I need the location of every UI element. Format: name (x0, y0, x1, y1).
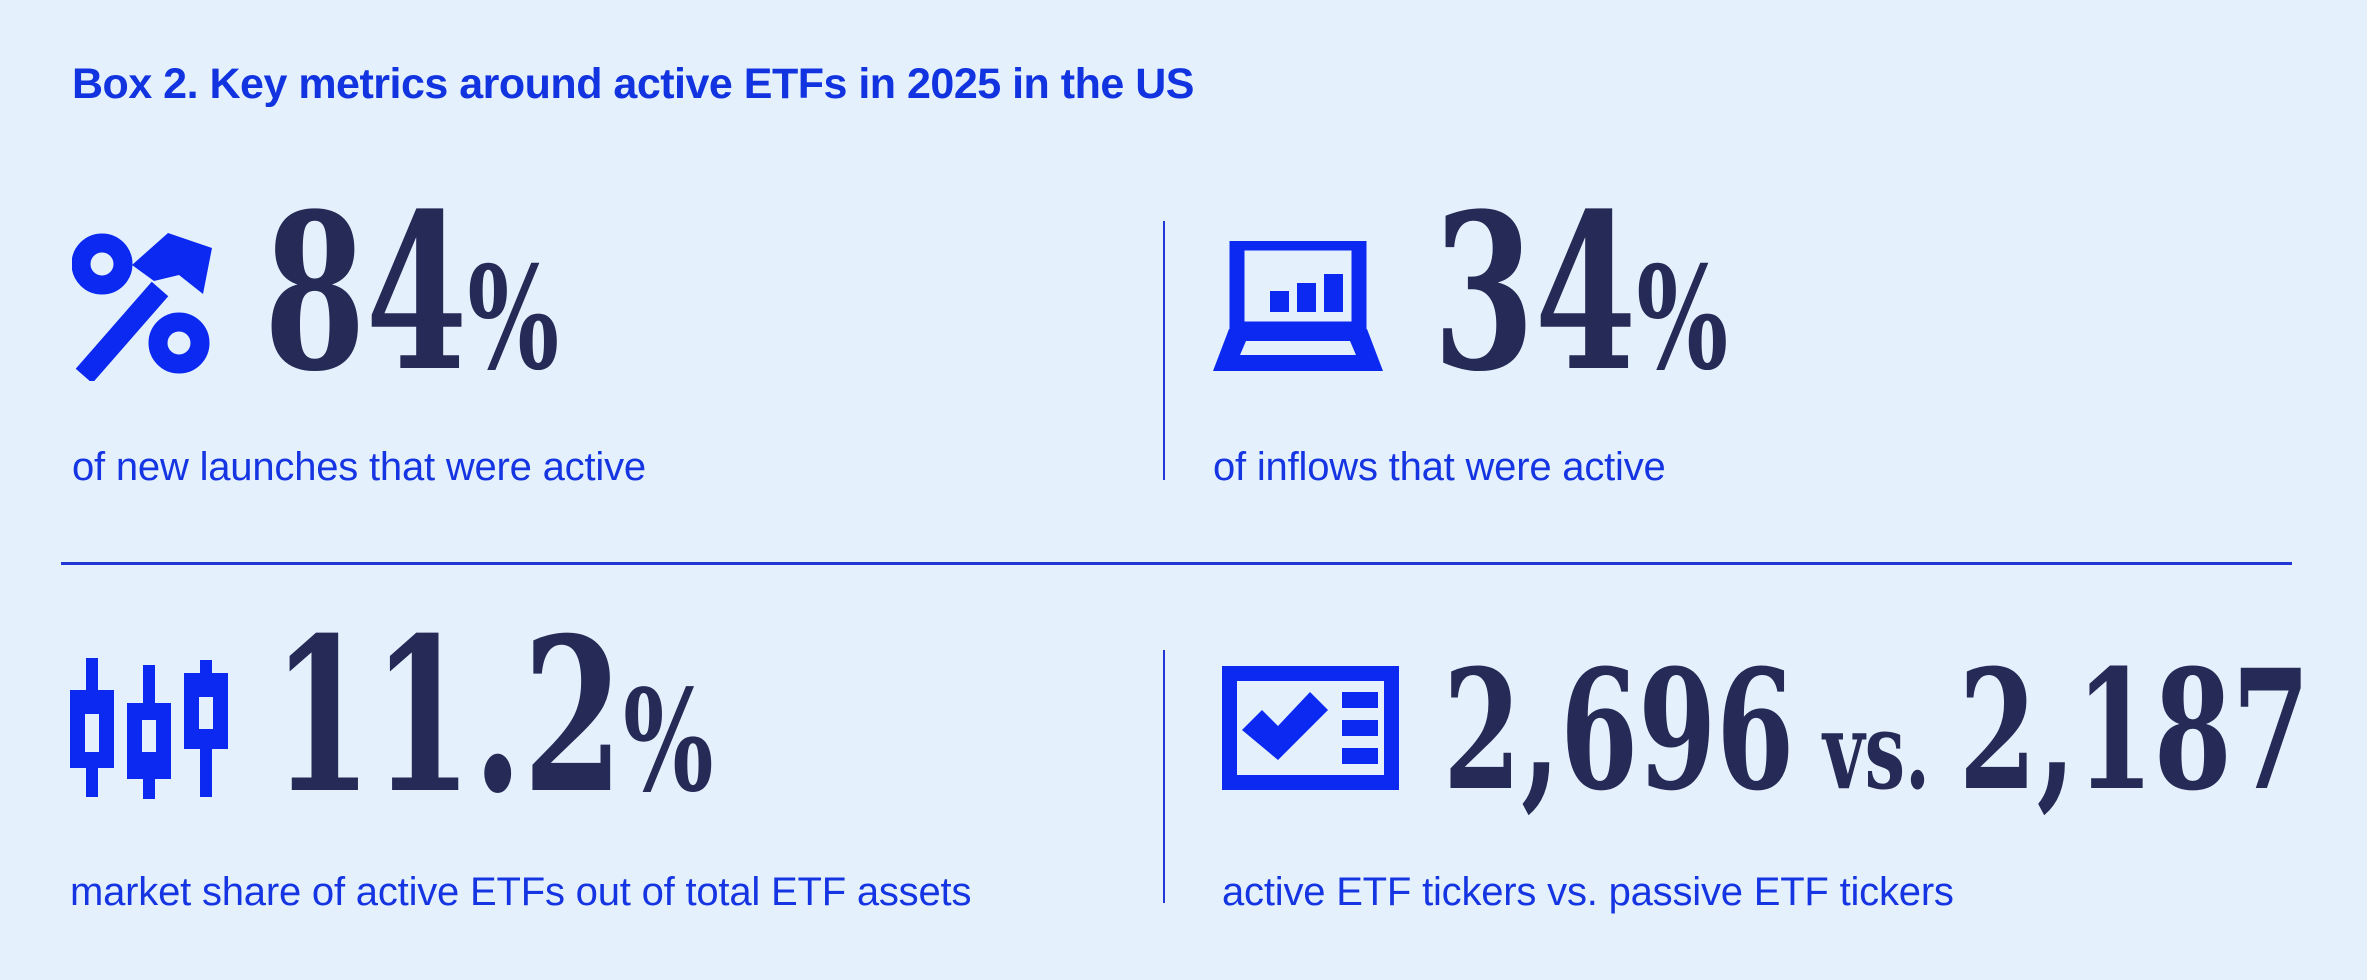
laptop-chart-icon (1213, 241, 1383, 371)
stat-card-inflows: 34% of inflows that were active (1213, 185, 1867, 490)
percent-up-icon (72, 231, 214, 381)
candlestick-chart-icon (70, 657, 228, 799)
stat-row: 84% (72, 185, 698, 402)
vertical-divider-bottom (1163, 650, 1165, 903)
stat-card-tickers: 2,696 vs. 2,187 active ETF tickers vs. pas… (1222, 647, 2367, 915)
stat-card-market-share: 11.2% market share of active ETFs out of… (70, 609, 972, 915)
percent-suffix: % (467, 236, 560, 402)
stat-label: of inflows that were active (1213, 445, 1666, 489)
stat-label: of new launches that were active (72, 445, 646, 489)
stat-label: market share of active ETFs out of total… (70, 870, 972, 914)
vs-text: vs. (1822, 688, 1931, 813)
stat-value: 11.2% (272, 590, 714, 840)
checklist-card-icon (1222, 666, 1399, 790)
stat-card-new-launches: 84% of new launches that were active (72, 185, 698, 490)
stat-row: 11.2% (70, 609, 971, 821)
percent-suffix: % (1636, 236, 1729, 402)
stat-value: 34% (1433, 166, 1729, 419)
page-title: Box 2. Key metrics around active ETFs in… (72, 60, 1194, 108)
percent-suffix: % (623, 658, 714, 823)
horizontal-divider (61, 562, 2292, 565)
stat-value: 2,696 vs. 2,187 (1443, 632, 2310, 827)
stat-label: active ETF tickers vs. passive ETF ticke… (1222, 870, 1954, 914)
stat-value: 84% (264, 166, 560, 419)
stat-row: 2,696 vs. 2,187 (1222, 647, 2367, 813)
vertical-divider-top (1163, 221, 1165, 480)
stat-row: 34% (1213, 185, 1867, 402)
